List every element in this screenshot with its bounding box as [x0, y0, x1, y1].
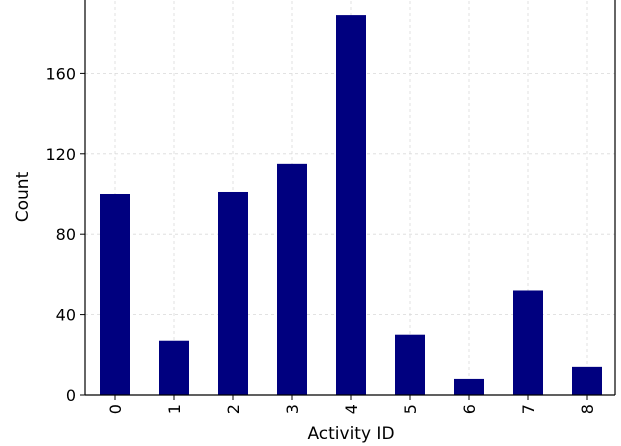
bar-3 — [277, 164, 307, 395]
bar-7 — [513, 290, 543, 395]
x-tick-label: 3 — [283, 404, 302, 414]
y-tick-label: 160 — [45, 64, 76, 83]
x-tick-label: 2 — [224, 404, 243, 414]
bars — [100, 15, 602, 395]
x-tick-label: 1 — [165, 404, 184, 414]
y-tick-label: 40 — [56, 306, 76, 325]
x-tick-label: 5 — [401, 404, 420, 414]
x-tick-label: 7 — [519, 404, 538, 414]
bar-5 — [395, 335, 425, 395]
x-tick-label: 8 — [578, 404, 597, 414]
y-tick-label: 80 — [56, 225, 76, 244]
x-axis-title: Activity ID — [307, 424, 394, 444]
bar-2 — [218, 192, 248, 395]
bar-8 — [572, 367, 602, 395]
y-tick-label: 120 — [45, 145, 76, 164]
x-tick-label: 4 — [342, 404, 361, 414]
bar-4 — [336, 15, 366, 395]
x-tick-label: 0 — [106, 404, 125, 414]
y-axis-title: Count — [13, 171, 33, 222]
bar-1 — [159, 341, 189, 395]
bar-0 — [100, 194, 130, 395]
bar-6 — [454, 379, 484, 395]
y-tick-label: 0 — [66, 386, 76, 405]
x-tick-label: 6 — [460, 404, 479, 414]
